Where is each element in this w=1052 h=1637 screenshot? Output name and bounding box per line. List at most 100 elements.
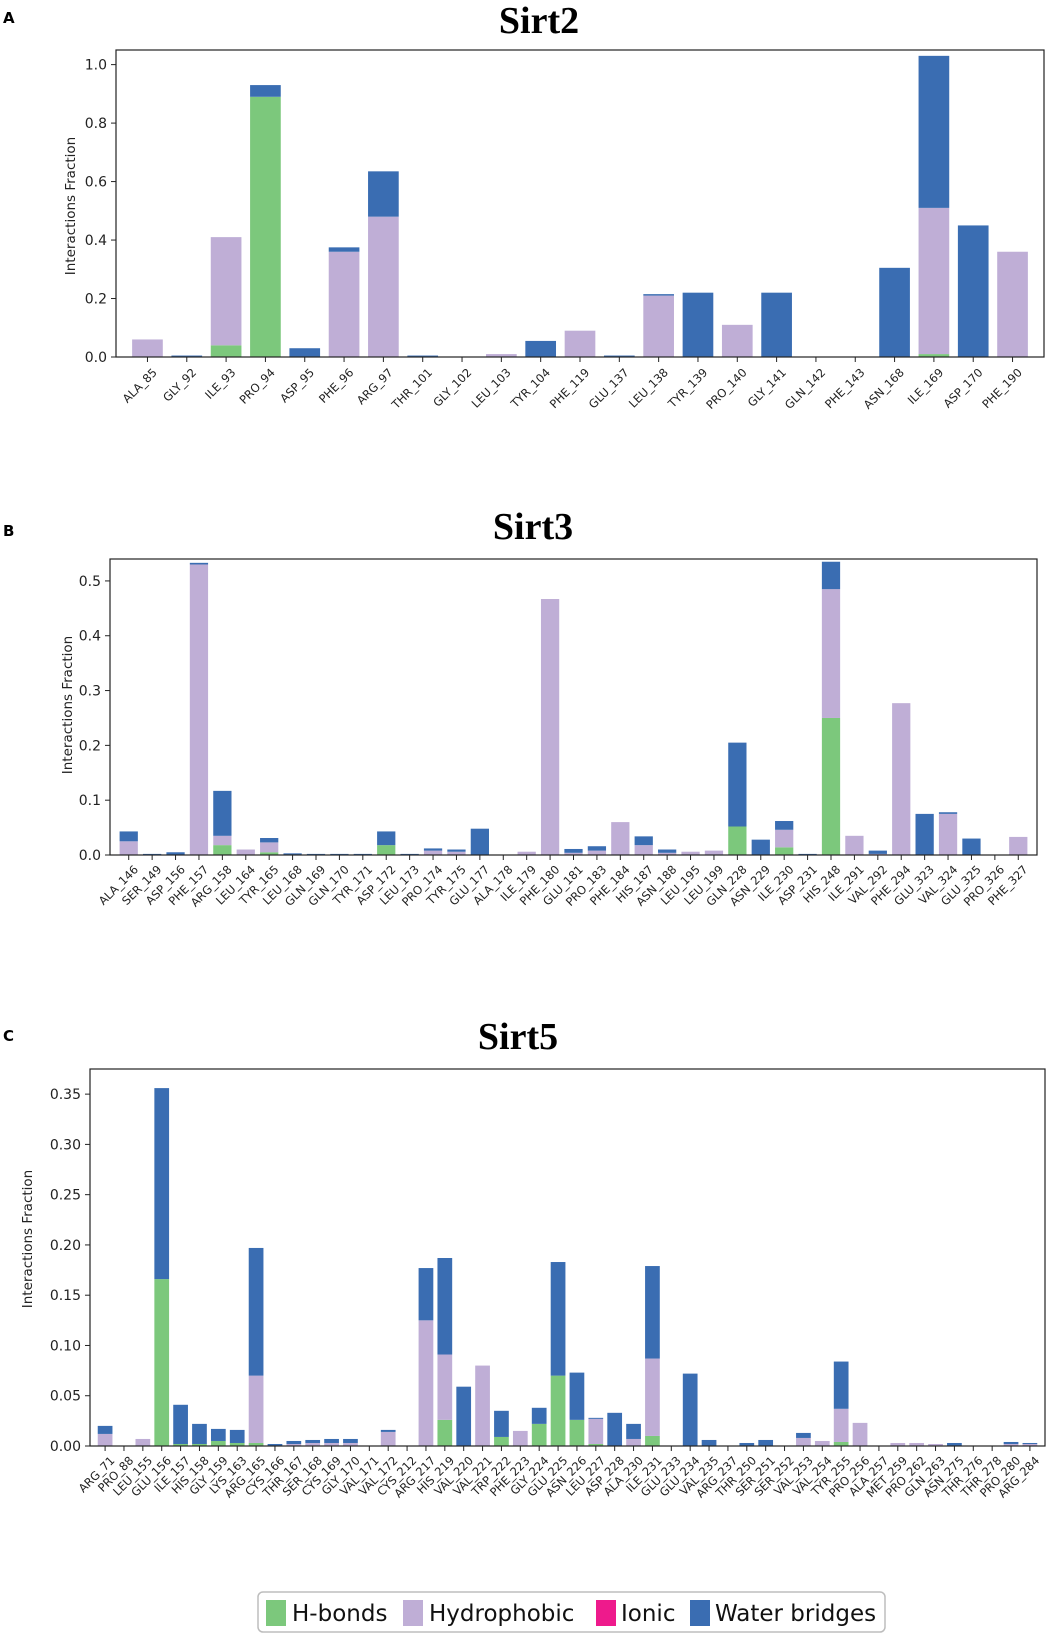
bar-hydrophobic-leu_155 xyxy=(135,1438,151,1446)
bar-hydrophobic-val_172 xyxy=(380,1431,396,1446)
x-tick-label: ILE_93 xyxy=(202,365,238,401)
bar-water-asp_172 xyxy=(377,831,396,846)
bar-water-gly_159 xyxy=(210,1428,226,1441)
y-tick-label: 0.3 xyxy=(79,684,101,700)
x-tick-label: ALA_85 xyxy=(120,365,160,405)
legend: H-bonds Hydrophobic Ionic Water bridges xyxy=(257,1591,886,1633)
y-tick-label: 0.0 xyxy=(85,350,107,366)
bar-water-arg_97 xyxy=(368,171,399,217)
bar-hydrophobic-ile_93 xyxy=(210,237,242,346)
bar-hbonds-trp_222 xyxy=(494,1436,509,1446)
bar-hydrophobic-ile_230 xyxy=(775,829,794,848)
bar-hbonds-gly_224 xyxy=(531,1423,547,1446)
y-axis-label: Interactions Fraction xyxy=(63,137,79,275)
y-tick-label: 0.05 xyxy=(50,1389,81,1405)
y-tick-label: 0.5 xyxy=(79,574,101,590)
x-tick-label: GLY_102 xyxy=(430,365,474,409)
bar-hbonds-pro_94 xyxy=(250,96,281,358)
bar-hbonds-leu_227 xyxy=(588,1443,604,1446)
bar-hbonds-lys_163 xyxy=(229,1442,245,1446)
bar-water-tyr_165 xyxy=(260,838,279,843)
bar-hydrophobic-arg_97 xyxy=(368,216,399,357)
bar-water-glu_177 xyxy=(470,828,489,855)
bar-hydrophobic-phe_223 xyxy=(512,1430,528,1446)
x-tick-label: GLU_137 xyxy=(586,365,632,411)
bar-hydrophobic-his_248 xyxy=(821,589,841,718)
bar-hydrophobic-his_187 xyxy=(634,845,653,855)
bar-hydrophobic-pro_256 xyxy=(852,1422,868,1446)
x-tick-label: PRO_140 xyxy=(703,365,749,411)
bar-hydrophobic-cys_169 xyxy=(324,1442,339,1446)
bar-hydrophobic-gly_170 xyxy=(343,1442,358,1446)
bar-water-pro_94 xyxy=(250,85,281,97)
bar-hbonds-arg_165 xyxy=(248,1442,264,1446)
bar-hydrophobic-ile_291 xyxy=(845,835,864,855)
y-tick-label: 0.00 xyxy=(50,1439,81,1455)
bar-hydrophobic-val_253 xyxy=(796,1437,811,1446)
bar-hydrophobic-thr_167 xyxy=(286,1443,302,1446)
bar-hbonds-ile_157 xyxy=(173,1443,188,1446)
bar-water-trp_222 xyxy=(494,1410,509,1437)
bar-hydrophobic-phe_180 xyxy=(540,599,560,855)
bar-hbonds-tyr_255 xyxy=(833,1441,849,1446)
bar-hbonds-glu_225 xyxy=(550,1375,566,1446)
bar-water-tyr_175 xyxy=(447,849,466,852)
bar-hydrophobic-phe_157 xyxy=(189,564,209,855)
bar-hydrophobic-ile_231 xyxy=(645,1358,660,1436)
bar-hydrophobic-val_254 xyxy=(814,1440,830,1446)
bar-hydrophobic-arg_165 xyxy=(248,1375,264,1443)
legend-swatch-ionic xyxy=(596,1600,616,1626)
bar-hbonds-gln_228 xyxy=(728,826,747,855)
bar-hydrophobic-pro_183 xyxy=(587,850,607,855)
bar-hydrophobic-ile_169 xyxy=(918,207,950,355)
y-tick-label: 0.8 xyxy=(85,116,107,132)
bar-water-his_248 xyxy=(821,561,841,590)
bar-water-asp_95 xyxy=(289,348,321,357)
bar-water-glu_225 xyxy=(550,1262,566,1376)
panel-sirt2: A Sirt2 Interactions Fraction 0.0 0.2 0.4 0… xyxy=(3,0,1045,412)
y-tick-label: 0.2 xyxy=(79,738,101,754)
bar-water-val_253 xyxy=(796,1432,811,1438)
bar-water-ile_157 xyxy=(173,1404,188,1444)
x-tick-label: ASN_168 xyxy=(861,365,907,411)
panel-sirt3: B Sirt3 Interactions Fraction 0.0 0.1 0.2 0… xyxy=(3,506,1038,909)
legend-label-hbonds: H-bonds xyxy=(292,1601,387,1627)
bar-water-leu_227 xyxy=(588,1417,604,1419)
bar-hydrophobic-leu_138 xyxy=(643,295,674,357)
x-tick-label: PHE_190 xyxy=(979,365,1025,411)
bar-hydrophobic-val_324 xyxy=(938,813,958,855)
bar-hbonds-gly_159 xyxy=(210,1440,226,1446)
bar-water-arg_158 xyxy=(213,790,232,836)
bar-hbonds-ile_93 xyxy=(210,345,242,357)
bar-hydrophobic-ala_230 xyxy=(626,1438,641,1446)
bar-water-ile_169 xyxy=(918,55,950,208)
x-tick-label: GLN_142 xyxy=(782,365,828,411)
legend-label-ionic: Ionic xyxy=(621,1601,675,1627)
chart-title: Sirt2 xyxy=(499,0,579,42)
y-tick-label: 1.0 xyxy=(85,58,107,74)
bar-hbonds-his_219 xyxy=(437,1419,453,1446)
bar-water-asn_188 xyxy=(658,849,677,853)
bar-water-ile_231 xyxy=(645,1266,660,1359)
panel-letter: B xyxy=(3,522,14,540)
chart-title: Sirt5 xyxy=(478,1016,558,1058)
legend-swatch-water-bridges xyxy=(690,1600,710,1626)
bar-water-glu_137 xyxy=(603,355,635,357)
bar-hydrophobic-pro_280 xyxy=(1003,1443,1019,1446)
x-tick-label: PHE_96 xyxy=(316,365,356,405)
bar-water-ser_251 xyxy=(758,1439,774,1446)
bar-hydrophobic-ala_85 xyxy=(132,339,163,357)
x-tick-label: LEU_103 xyxy=(469,365,514,410)
bar-hydrophobic-pro_174 xyxy=(423,850,443,855)
plot-frame xyxy=(89,1068,1046,1447)
bar-water-asn_275 xyxy=(947,1442,962,1446)
legend-swatch-hbonds xyxy=(266,1600,286,1626)
y-tick-label: 0.35 xyxy=(50,1087,81,1103)
chart-title: Sirt3 xyxy=(493,506,573,548)
bar-water-tyr_139 xyxy=(682,292,714,357)
bar-hbonds-ile_230 xyxy=(775,847,794,855)
y-tick-label: 0.0 xyxy=(79,848,101,864)
bar-hydrophobic-leu_199 xyxy=(704,850,724,855)
x-tick-label: PHE_119 xyxy=(547,365,593,411)
bar-water-val_172 xyxy=(380,1429,396,1432)
